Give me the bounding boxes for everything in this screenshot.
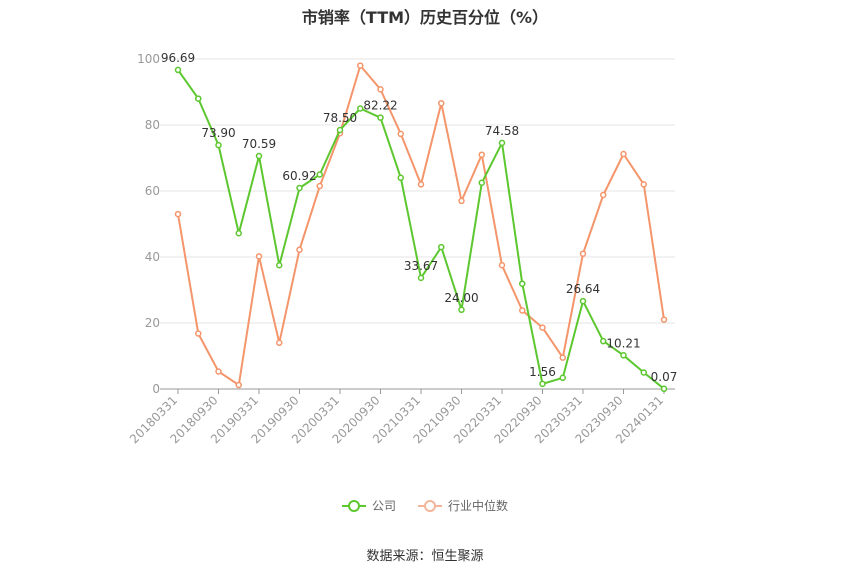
data-label: 26.64 bbox=[566, 282, 600, 296]
data-point bbox=[255, 152, 263, 160]
line-chart: 0204060801002018033120180930201903312019… bbox=[127, 51, 678, 446]
data-point bbox=[498, 139, 506, 147]
data-point bbox=[478, 179, 485, 186]
data-point bbox=[498, 262, 506, 269]
data-point bbox=[174, 66, 182, 74]
data-point bbox=[215, 368, 222, 375]
data-point bbox=[397, 174, 404, 182]
legend-marker-company bbox=[341, 499, 366, 512]
data-point bbox=[195, 95, 202, 102]
data-point bbox=[559, 354, 566, 361]
legend-item-company[interactable]: 公司 bbox=[341, 497, 396, 514]
data-point bbox=[478, 151, 485, 158]
data-point bbox=[235, 381, 242, 389]
data-label: 60.92 bbox=[282, 169, 316, 183]
data-label: 0.07 bbox=[651, 370, 678, 384]
data-point bbox=[539, 380, 546, 388]
data-point bbox=[438, 243, 445, 251]
data-label: 10.21 bbox=[606, 336, 640, 350]
data-point bbox=[519, 280, 526, 287]
data-point bbox=[579, 250, 587, 257]
data-label: 96.69 bbox=[161, 51, 195, 65]
data-point bbox=[377, 86, 384, 93]
data-point bbox=[296, 184, 303, 192]
data-point bbox=[316, 182, 323, 190]
data-point bbox=[296, 246, 303, 253]
data-point bbox=[600, 337, 607, 345]
data-label: 82.22 bbox=[363, 99, 397, 113]
legend-item-industry-median[interactable]: 行业中位数 bbox=[418, 497, 508, 514]
data-point bbox=[539, 324, 546, 331]
legend-label-industry-median: 行业中位数 bbox=[448, 499, 509, 513]
legend-label-company: 公司 bbox=[371, 499, 396, 513]
data-point bbox=[235, 229, 242, 237]
data-point bbox=[620, 352, 627, 359]
data-point bbox=[640, 369, 647, 376]
data-point bbox=[620, 150, 627, 158]
data-point bbox=[357, 62, 364, 69]
y-tick-label: 80 bbox=[145, 118, 160, 132]
data-point bbox=[579, 297, 587, 305]
data-point bbox=[417, 181, 425, 188]
data-label: 33.67 bbox=[404, 259, 438, 273]
y-tick-label: 60 bbox=[145, 184, 160, 198]
data-point bbox=[417, 274, 425, 282]
data-point bbox=[458, 197, 465, 205]
data-point bbox=[377, 114, 384, 121]
data-source: 数据来源：恒生聚源 bbox=[366, 549, 484, 564]
data-point bbox=[174, 210, 182, 218]
data-point bbox=[357, 105, 364, 112]
y-tick-label: 0 bbox=[152, 382, 160, 396]
data-point bbox=[660, 385, 668, 393]
data-point bbox=[276, 262, 283, 269]
data-point bbox=[397, 130, 404, 138]
y-tick-label: 40 bbox=[145, 250, 160, 264]
data-point bbox=[458, 306, 465, 314]
data-label: 73.90 bbox=[201, 126, 235, 140]
data-point bbox=[559, 374, 566, 382]
data-point bbox=[195, 330, 202, 337]
data-point bbox=[600, 191, 607, 199]
data-point bbox=[640, 181, 647, 188]
data-label: 78.50 bbox=[323, 111, 357, 125]
legend: 公司 行业中位数 bbox=[0, 497, 850, 514]
data-label: 1.56 bbox=[529, 365, 556, 379]
data-point bbox=[255, 253, 263, 260]
data-point bbox=[336, 126, 344, 134]
data-point bbox=[215, 141, 222, 149]
data-label: 24.00 bbox=[444, 291, 478, 305]
data-point bbox=[519, 307, 526, 314]
legend-marker-industry-median bbox=[418, 499, 442, 512]
data-point bbox=[660, 316, 668, 323]
data-label: 70.59 bbox=[242, 137, 276, 151]
data-point bbox=[316, 171, 323, 178]
data-point bbox=[438, 99, 445, 107]
series-line-1 bbox=[177, 64, 665, 386]
y-tick-label: 100 bbox=[137, 52, 160, 66]
data-label: 74.58 bbox=[485, 124, 519, 138]
data-point bbox=[276, 339, 283, 347]
y-tick-label: 20 bbox=[145, 316, 160, 330]
chart-title: 市销率（TTM）历史百分位（%） bbox=[301, 8, 549, 27]
